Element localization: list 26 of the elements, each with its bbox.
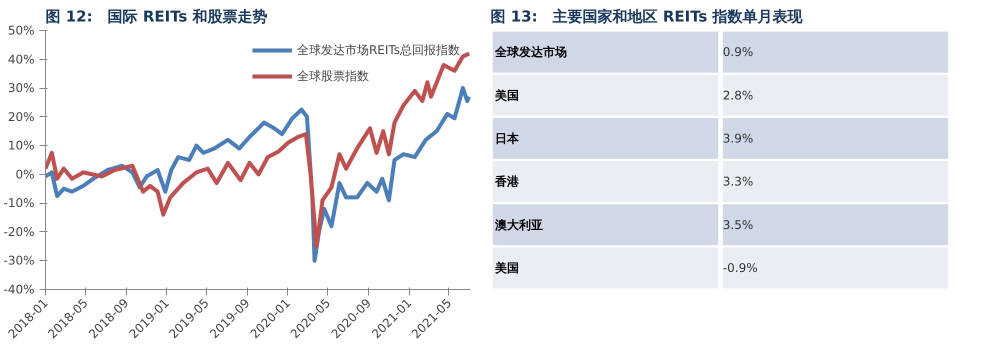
text: 3.3% [722, 174, 754, 189]
y-tick-label: -20% [4, 224, 35, 239]
y-tick-label: 10% [8, 138, 34, 153]
text: 0.9% [722, 45, 754, 60]
text: 2.8% [722, 88, 754, 102]
category-label: 香港 [494, 174, 520, 189]
text: 3.9% [722, 131, 754, 146]
y-tick-label: 30% [8, 81, 34, 96]
category-label: 美国 [494, 88, 520, 102]
chart-title: 图 12: 国际 REITs 和股票走势 [46, 8, 268, 26]
text: 图 13: 主要国家和地区 REITs 指数单月表现 [490, 8, 804, 26]
text: -0.9% [722, 260, 758, 275]
category-label: 美国 [494, 260, 520, 275]
legend-label: 全球股票指数 [296, 68, 369, 84]
y-tick-label: 50% [8, 24, 34, 38]
y-tick-label: 0% [15, 167, 35, 182]
category-label: 全球发达市场 [494, 45, 568, 60]
category-label: 澳大利亚 [494, 218, 544, 232]
y-tick-label: -40% [4, 282, 35, 296]
y-tick-label: -30% [4, 254, 35, 268]
legend-label: 全球发达市场REITs总回报指数 [296, 42, 460, 58]
y-tick-label: 20% [8, 110, 34, 124]
y-tick-label: -10% [4, 196, 35, 210]
y-tick-label: 40% [8, 52, 34, 66]
category-label: 日本 [495, 131, 520, 146]
text: 3.5% [722, 218, 754, 232]
